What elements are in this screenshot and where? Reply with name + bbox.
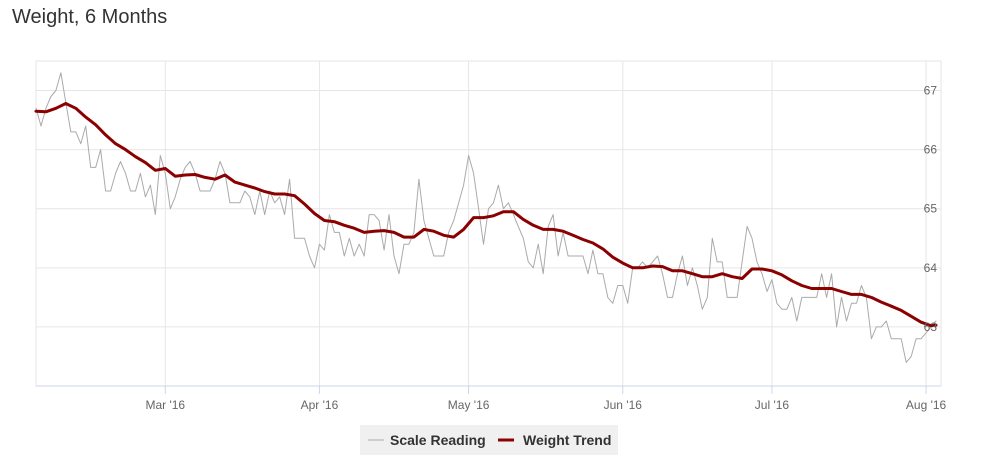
x-tick-label: Mar '16: [145, 398, 185, 412]
grid: [36, 61, 941, 386]
x-tick-label: May '16: [448, 398, 490, 412]
legend-item-label[interactable]: Weight Trend: [523, 432, 611, 448]
legend-box: [360, 425, 618, 455]
chart-title: Weight, 6 Months: [12, 6, 168, 28]
y-tick-label: 67: [924, 84, 938, 98]
x-axis-ticks: Mar '16 Apr '16 May '16 Jun '16 Jul '16 Aug '…: [145, 386, 947, 412]
x-tick-label: Jun '16: [604, 398, 643, 412]
series-line-weight-trend: [34, 102, 938, 328]
y-tick-label: 63: [924, 320, 938, 334]
legend-item-label[interactable]: Scale Reading: [390, 432, 486, 448]
series-line-scale-reading: [35, 72, 937, 363]
y-axis-ticks: 63 64 65 66 67: [924, 84, 938, 334]
axes: [35, 60, 942, 387]
x-tick-label: Jul '16: [755, 398, 790, 412]
y-tick-label: 64: [924, 261, 938, 275]
y-tick-label: 66: [924, 143, 938, 157]
legend: Scale Reading Weight Trend: [360, 425, 618, 455]
y-tick-label: 65: [924, 202, 938, 216]
x-tick-label: Aug '16: [906, 398, 947, 412]
plot-frame: [35, 60, 942, 387]
x-tick-label: Apr '16: [301, 398, 339, 412]
series-layer: [34, 72, 938, 363]
